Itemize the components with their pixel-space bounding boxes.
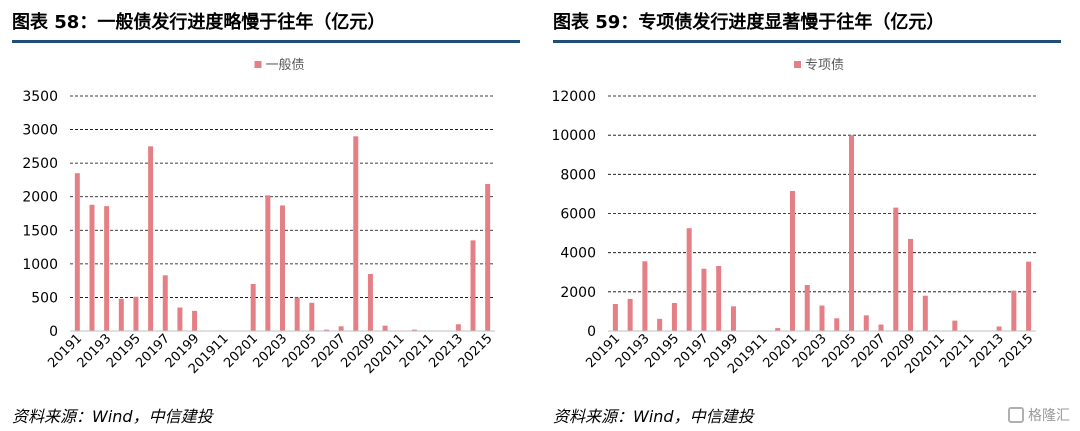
bar	[162, 275, 168, 331]
bar	[177, 307, 183, 331]
bar	[612, 303, 618, 331]
bar	[775, 328, 781, 331]
bar	[804, 284, 810, 331]
bar	[367, 273, 373, 331]
bar	[701, 268, 707, 331]
bar	[353, 136, 359, 331]
bar	[922, 295, 928, 331]
watermark: 格隆汇	[1008, 405, 1070, 425]
y-tick-label: 8000	[560, 167, 596, 183]
bar	[642, 261, 648, 331]
bar	[265, 195, 271, 331]
bar	[849, 135, 855, 331]
y-tick-label: 2500	[22, 156, 58, 172]
chart-panel-left: 图表 58：一般债发行进度略慢于往年（亿元） 一般债 0 500 1000 1500 20…	[12, 0, 532, 431]
bar	[716, 265, 722, 331]
title-divider	[553, 40, 1061, 43]
y-tick-label: 4000	[560, 246, 596, 262]
bar	[671, 302, 677, 331]
bar	[470, 240, 476, 331]
source-note: 资料来源：Wind，中信建投	[553, 407, 754, 426]
bar	[309, 302, 315, 331]
figure-title: 图表 58：一般债发行进度略慢于往年（亿元）	[12, 12, 386, 33]
legend: 一般债	[254, 57, 305, 73]
gelonghui-logo-icon	[1008, 407, 1024, 423]
bar	[1026, 261, 1032, 331]
y-tick-label: 2000	[560, 285, 596, 301]
x-tick-label: 20215	[997, 331, 1037, 371]
bar	[133, 296, 139, 331]
bar	[686, 228, 692, 331]
bar	[411, 329, 417, 331]
chart-panel-right: 图表 59：专项债发行进度显著慢于往年（亿元） 专项债 0 2000 4000 6000…	[553, 0, 1073, 431]
bar	[104, 206, 110, 331]
bar	[338, 326, 344, 331]
legend-swatch	[254, 61, 262, 68]
bar	[657, 318, 663, 331]
bar	[819, 305, 825, 331]
y-tick-label: 6000	[560, 207, 596, 223]
bar	[627, 298, 633, 331]
y-tick-label: 10000	[553, 128, 596, 144]
bar	[74, 173, 80, 331]
x-tick-label: 20215	[456, 331, 496, 371]
legend: 专项债	[794, 58, 844, 73]
bar	[192, 310, 198, 331]
bar	[118, 298, 124, 331]
bar	[863, 315, 869, 331]
bar	[485, 183, 491, 331]
bar	[323, 329, 329, 331]
title-divider	[12, 40, 520, 43]
bar	[1011, 290, 1017, 331]
bar	[148, 146, 154, 331]
y-tick-label: 1500	[22, 223, 58, 239]
bar	[893, 207, 899, 331]
y-tick-label: 0	[587, 324, 596, 340]
y-tick-label: 2000	[22, 190, 58, 206]
legend-label: 一般债	[266, 57, 305, 73]
bar	[996, 326, 1002, 331]
bar	[908, 238, 914, 331]
y-tick-label: 0	[49, 324, 58, 340]
bar	[834, 318, 840, 331]
bar	[294, 297, 300, 331]
legend-label: 专项债	[805, 58, 844, 73]
bar	[89, 204, 95, 331]
figure-title: 图表 59：专项债发行进度显著慢于往年（亿元）	[553, 12, 945, 33]
y-tick-label: 3000	[22, 123, 58, 139]
y-tick-label: 1000	[22, 257, 58, 273]
bar	[878, 324, 884, 331]
bar	[382, 325, 388, 331]
bar	[250, 284, 256, 331]
bar	[730, 306, 736, 331]
bar	[280, 205, 285, 331]
y-tick-label: 12000	[553, 89, 596, 105]
bar	[952, 320, 958, 331]
bar	[455, 324, 461, 331]
bar	[789, 190, 795, 331]
watermark-text: 格隆汇	[1028, 408, 1070, 424]
legend-swatch	[794, 61, 801, 68]
bar-chart-general-bonds: 一般债0500100015002000250030003500201912019…	[22, 57, 496, 377]
source-note: 资料来源：Wind，中信建投	[12, 407, 213, 426]
y-tick-label: 500	[31, 290, 58, 306]
bar-chart-special-bonds: 专项债0200040006000800010000120002019120193…	[553, 58, 1037, 377]
y-tick-label: 3500	[22, 89, 58, 105]
